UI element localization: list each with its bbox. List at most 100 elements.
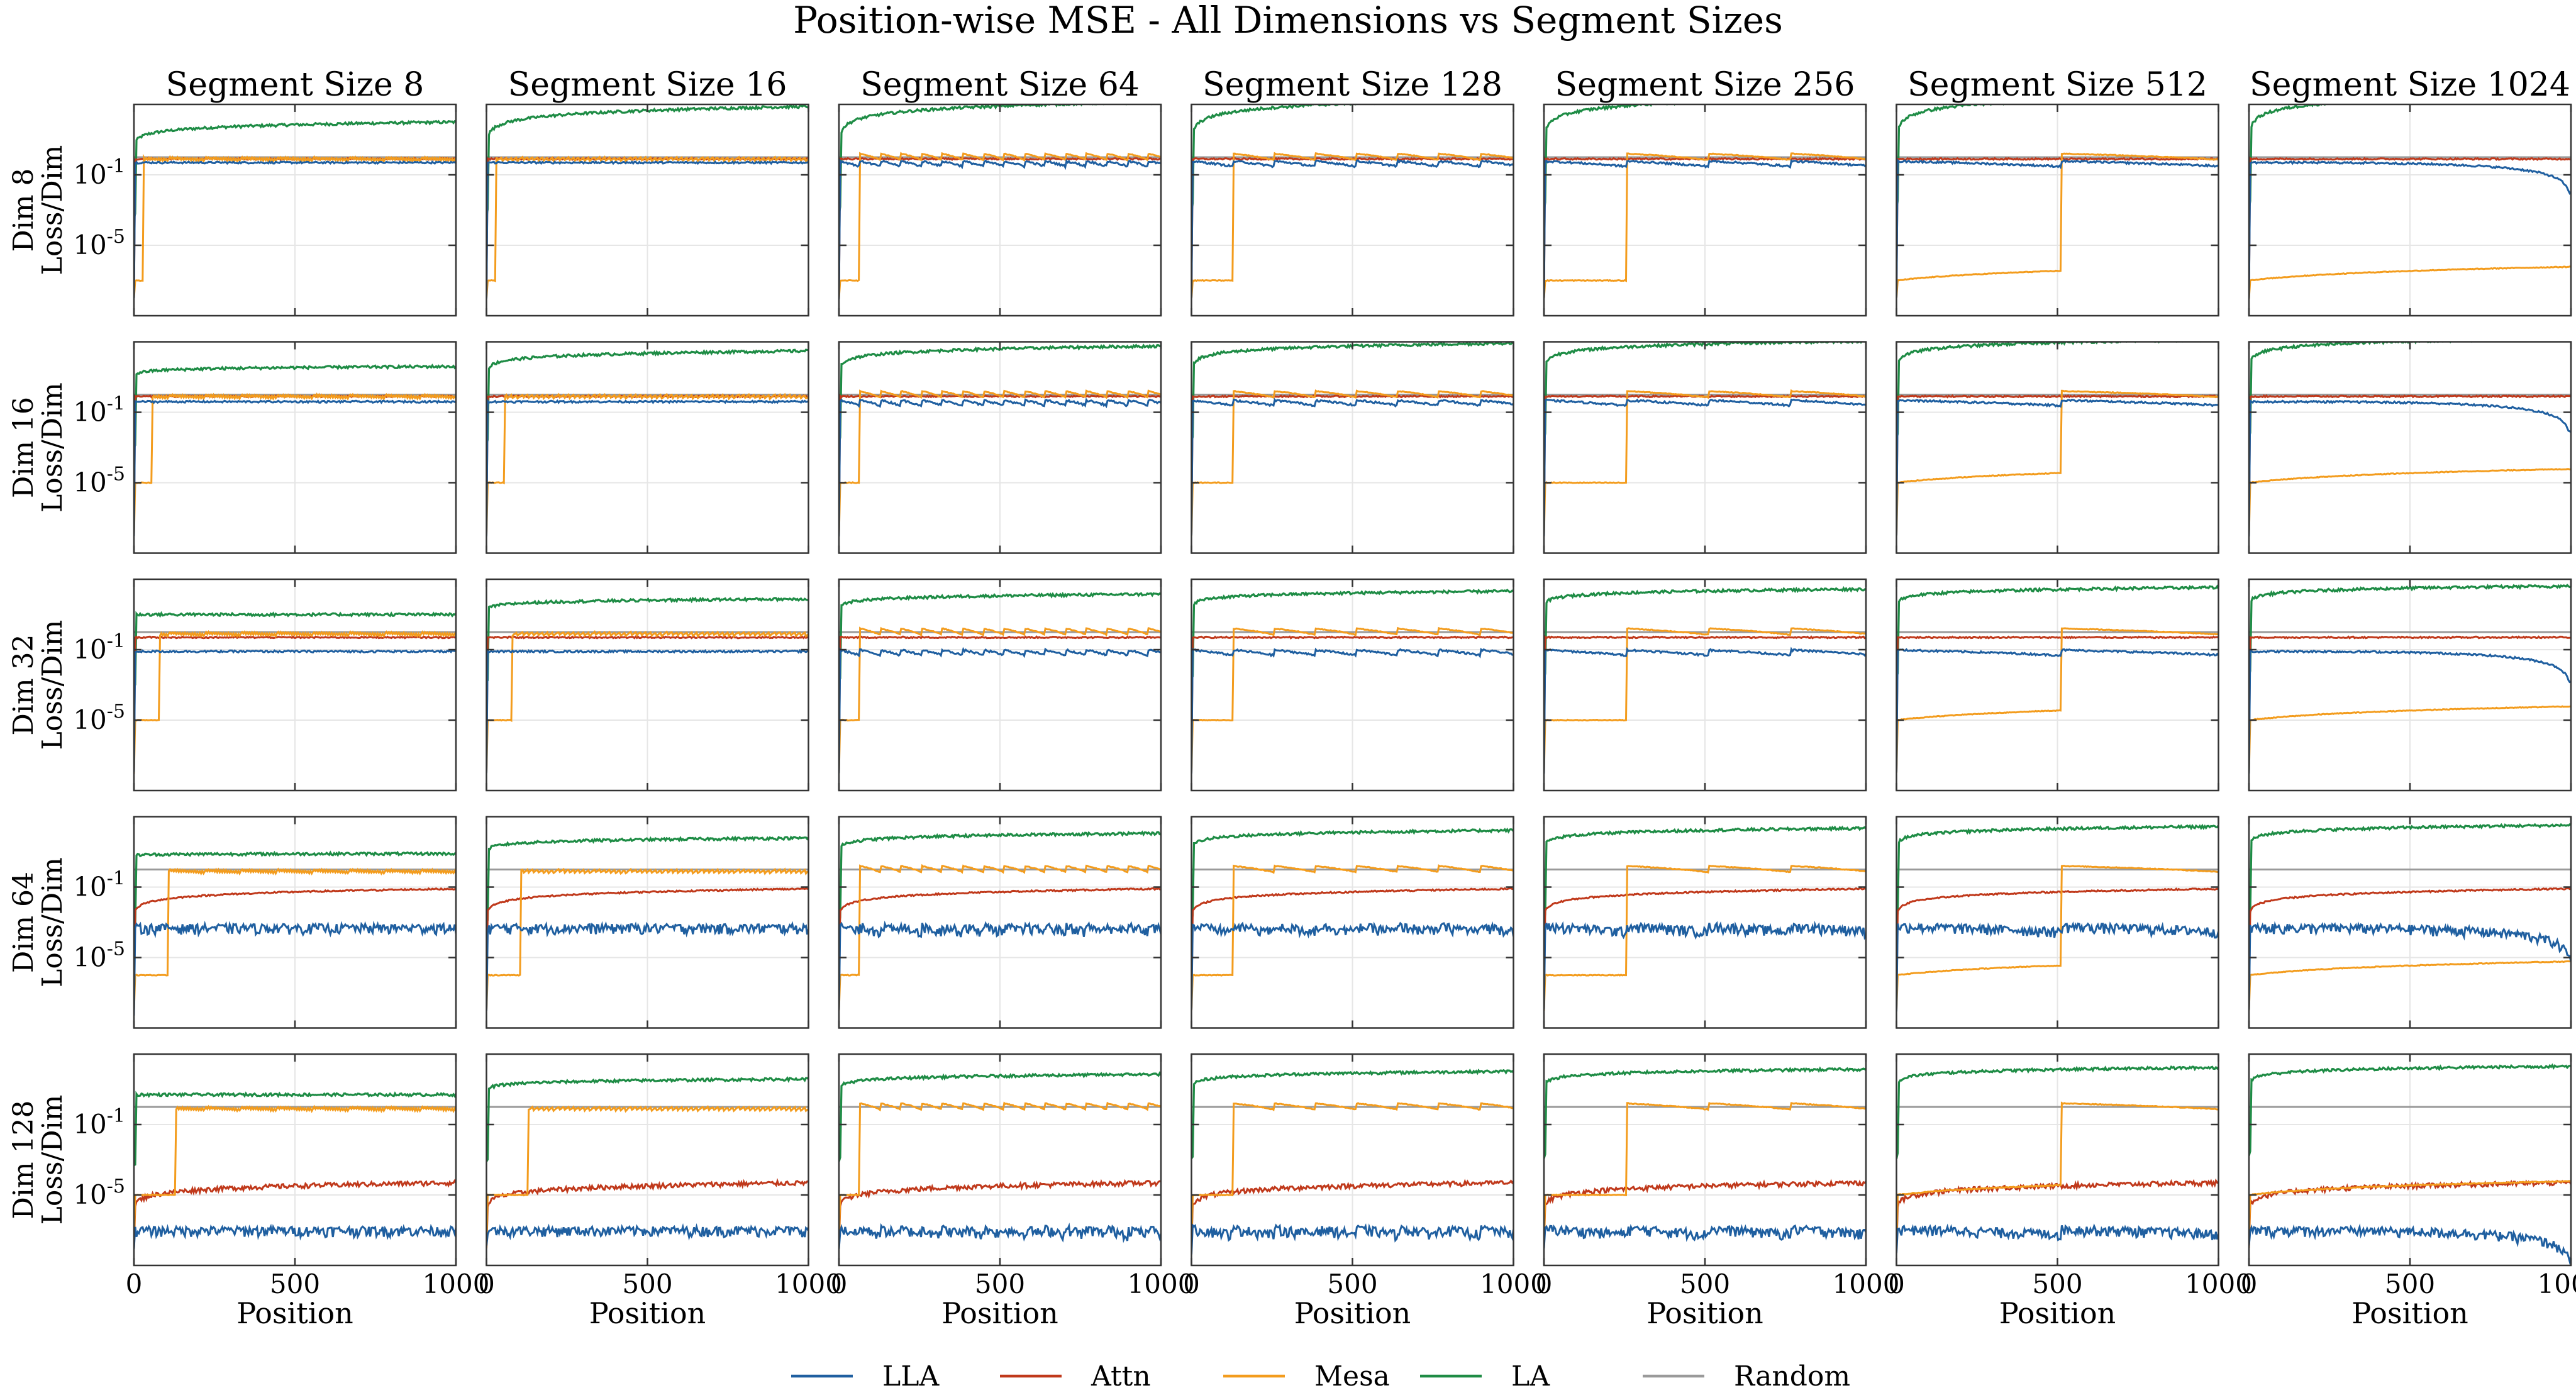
x-tick-label: 0 bbox=[1888, 1269, 1905, 1299]
series-line-lla bbox=[1544, 647, 1866, 774]
series-line-mesa bbox=[1896, 152, 2219, 298]
panel bbox=[1896, 578, 2219, 792]
y-axis-label: Loss/Dim bbox=[36, 620, 69, 750]
legend-label: Mesa bbox=[1314, 1360, 1390, 1392]
series-line-lla bbox=[1544, 1224, 1866, 1249]
panel: 0 500 1000 Position bbox=[831, 1053, 1194, 1330]
series-line-mesa bbox=[2249, 265, 2571, 299]
y-axis-label: Loss/Dim bbox=[36, 382, 69, 513]
series-line-mesa bbox=[1544, 389, 1866, 536]
series-group bbox=[486, 596, 809, 774]
column-title: Segment Size 512 bbox=[1907, 66, 2207, 104]
series-line-mesa bbox=[2249, 1180, 2571, 1248]
series-group bbox=[134, 1091, 456, 1249]
series-line-la bbox=[839, 1070, 1161, 1162]
series-group bbox=[134, 364, 456, 536]
series-group bbox=[2249, 104, 2571, 299]
series-line-lla bbox=[1544, 920, 1866, 1009]
y-axis-label: Loss/Dim bbox=[36, 145, 69, 275]
y-tick-label: 10-1 bbox=[73, 630, 125, 665]
y-axis-label: Loss/Dim bbox=[36, 1095, 69, 1225]
series-line-la bbox=[1191, 589, 1514, 680]
series-line-la bbox=[839, 830, 1161, 923]
y-tick-label: 10-5 bbox=[73, 938, 125, 973]
y-tick-label: 10-1 bbox=[73, 155, 125, 190]
series-line-mesa bbox=[486, 1104, 809, 1248]
series-line-attn bbox=[1544, 1179, 1866, 1247]
series-line-lla bbox=[839, 397, 1161, 536]
series-line-la bbox=[839, 591, 1161, 681]
series-line-mesa bbox=[1896, 1101, 2219, 1248]
series-line-mesa bbox=[486, 867, 809, 1011]
row-title: Dim 8 bbox=[8, 168, 40, 252]
series-group bbox=[134, 611, 456, 774]
row-title: Dim 32 bbox=[8, 634, 40, 735]
legend-label: LLA bbox=[882, 1360, 940, 1392]
series-line-la bbox=[1191, 827, 1514, 923]
series-line-attn bbox=[1896, 157, 2219, 298]
series-line-lla bbox=[134, 160, 456, 299]
x-axis-label: Position bbox=[589, 1296, 706, 1330]
series-line-lla bbox=[134, 399, 456, 536]
series-line-mesa bbox=[2249, 705, 2571, 774]
series-line-lla bbox=[839, 920, 1161, 1010]
series-line-lla bbox=[486, 160, 809, 299]
legend-item: LLA bbox=[791, 1360, 940, 1392]
panel: 0 500 1000 Position bbox=[478, 1053, 842, 1330]
legend-label: Random bbox=[1734, 1360, 1850, 1392]
series-group bbox=[1544, 825, 1866, 1011]
series-line-lla bbox=[2249, 1223, 2571, 1265]
series-line-attn bbox=[134, 635, 456, 774]
column-title: Segment Size 256 bbox=[1555, 66, 1855, 104]
series-line-attn bbox=[486, 1178, 809, 1249]
series-line-mesa bbox=[839, 864, 1161, 1011]
series-line-la bbox=[1191, 104, 1386, 215]
series-line-mesa bbox=[134, 392, 456, 536]
series-line-attn bbox=[2249, 157, 2571, 299]
panel bbox=[838, 816, 1162, 1029]
series-line-la bbox=[839, 343, 1161, 445]
series-line-mesa bbox=[1191, 389, 1514, 536]
panel: Segment Size 16 bbox=[486, 66, 809, 317]
y-tick-label: 10-5 bbox=[73, 464, 125, 498]
x-tick-label: 0 bbox=[1536, 1269, 1553, 1299]
x-tick-label: 1000 bbox=[775, 1269, 842, 1299]
series-line-la bbox=[1544, 104, 1684, 212]
series-line-mesa bbox=[486, 155, 809, 299]
series-line-lla bbox=[134, 1223, 456, 1249]
series-line-attn bbox=[2249, 887, 2571, 1010]
series-group bbox=[2249, 1063, 2571, 1265]
panel bbox=[1191, 816, 1514, 1029]
series-line-la bbox=[486, 1076, 809, 1162]
figure-title: Position-wise MSE - All Dimensions vs Se… bbox=[793, 0, 1783, 42]
x-axis-label: Position bbox=[1646, 1296, 1763, 1330]
series-group bbox=[1896, 104, 2219, 298]
series-group bbox=[2249, 823, 2571, 1011]
series-line-lla bbox=[1191, 397, 1514, 536]
column-title: Segment Size 64 bbox=[860, 66, 1140, 104]
panel: 0 500 1000 Position bbox=[2241, 1053, 2576, 1330]
series-line-lla bbox=[486, 398, 809, 536]
series-line-la bbox=[486, 835, 809, 925]
series-line-lla bbox=[2249, 921, 2571, 1010]
x-tick-label: 0 bbox=[2241, 1269, 2258, 1299]
series-line-lla bbox=[1896, 399, 2219, 536]
x-tick-label: 500 bbox=[2032, 1269, 2082, 1299]
series-line-mesa bbox=[134, 153, 456, 299]
y-axis-label: Loss/Dim bbox=[36, 857, 69, 987]
legend-label: Attn bbox=[1091, 1360, 1151, 1392]
series-group bbox=[486, 1076, 809, 1249]
series-line-lla bbox=[1544, 398, 1866, 536]
panel bbox=[2248, 341, 2572, 554]
series-line-attn bbox=[1191, 887, 1514, 1011]
panel: Segment Size 512 bbox=[1896, 66, 2219, 317]
y-tick-label: 10-1 bbox=[73, 393, 125, 428]
series-line-lla bbox=[134, 649, 456, 772]
series-line-lla bbox=[486, 1223, 809, 1246]
series-line-mesa bbox=[839, 626, 1161, 774]
series-group bbox=[1191, 1068, 1514, 1255]
series-line-lla bbox=[2249, 399, 2571, 536]
